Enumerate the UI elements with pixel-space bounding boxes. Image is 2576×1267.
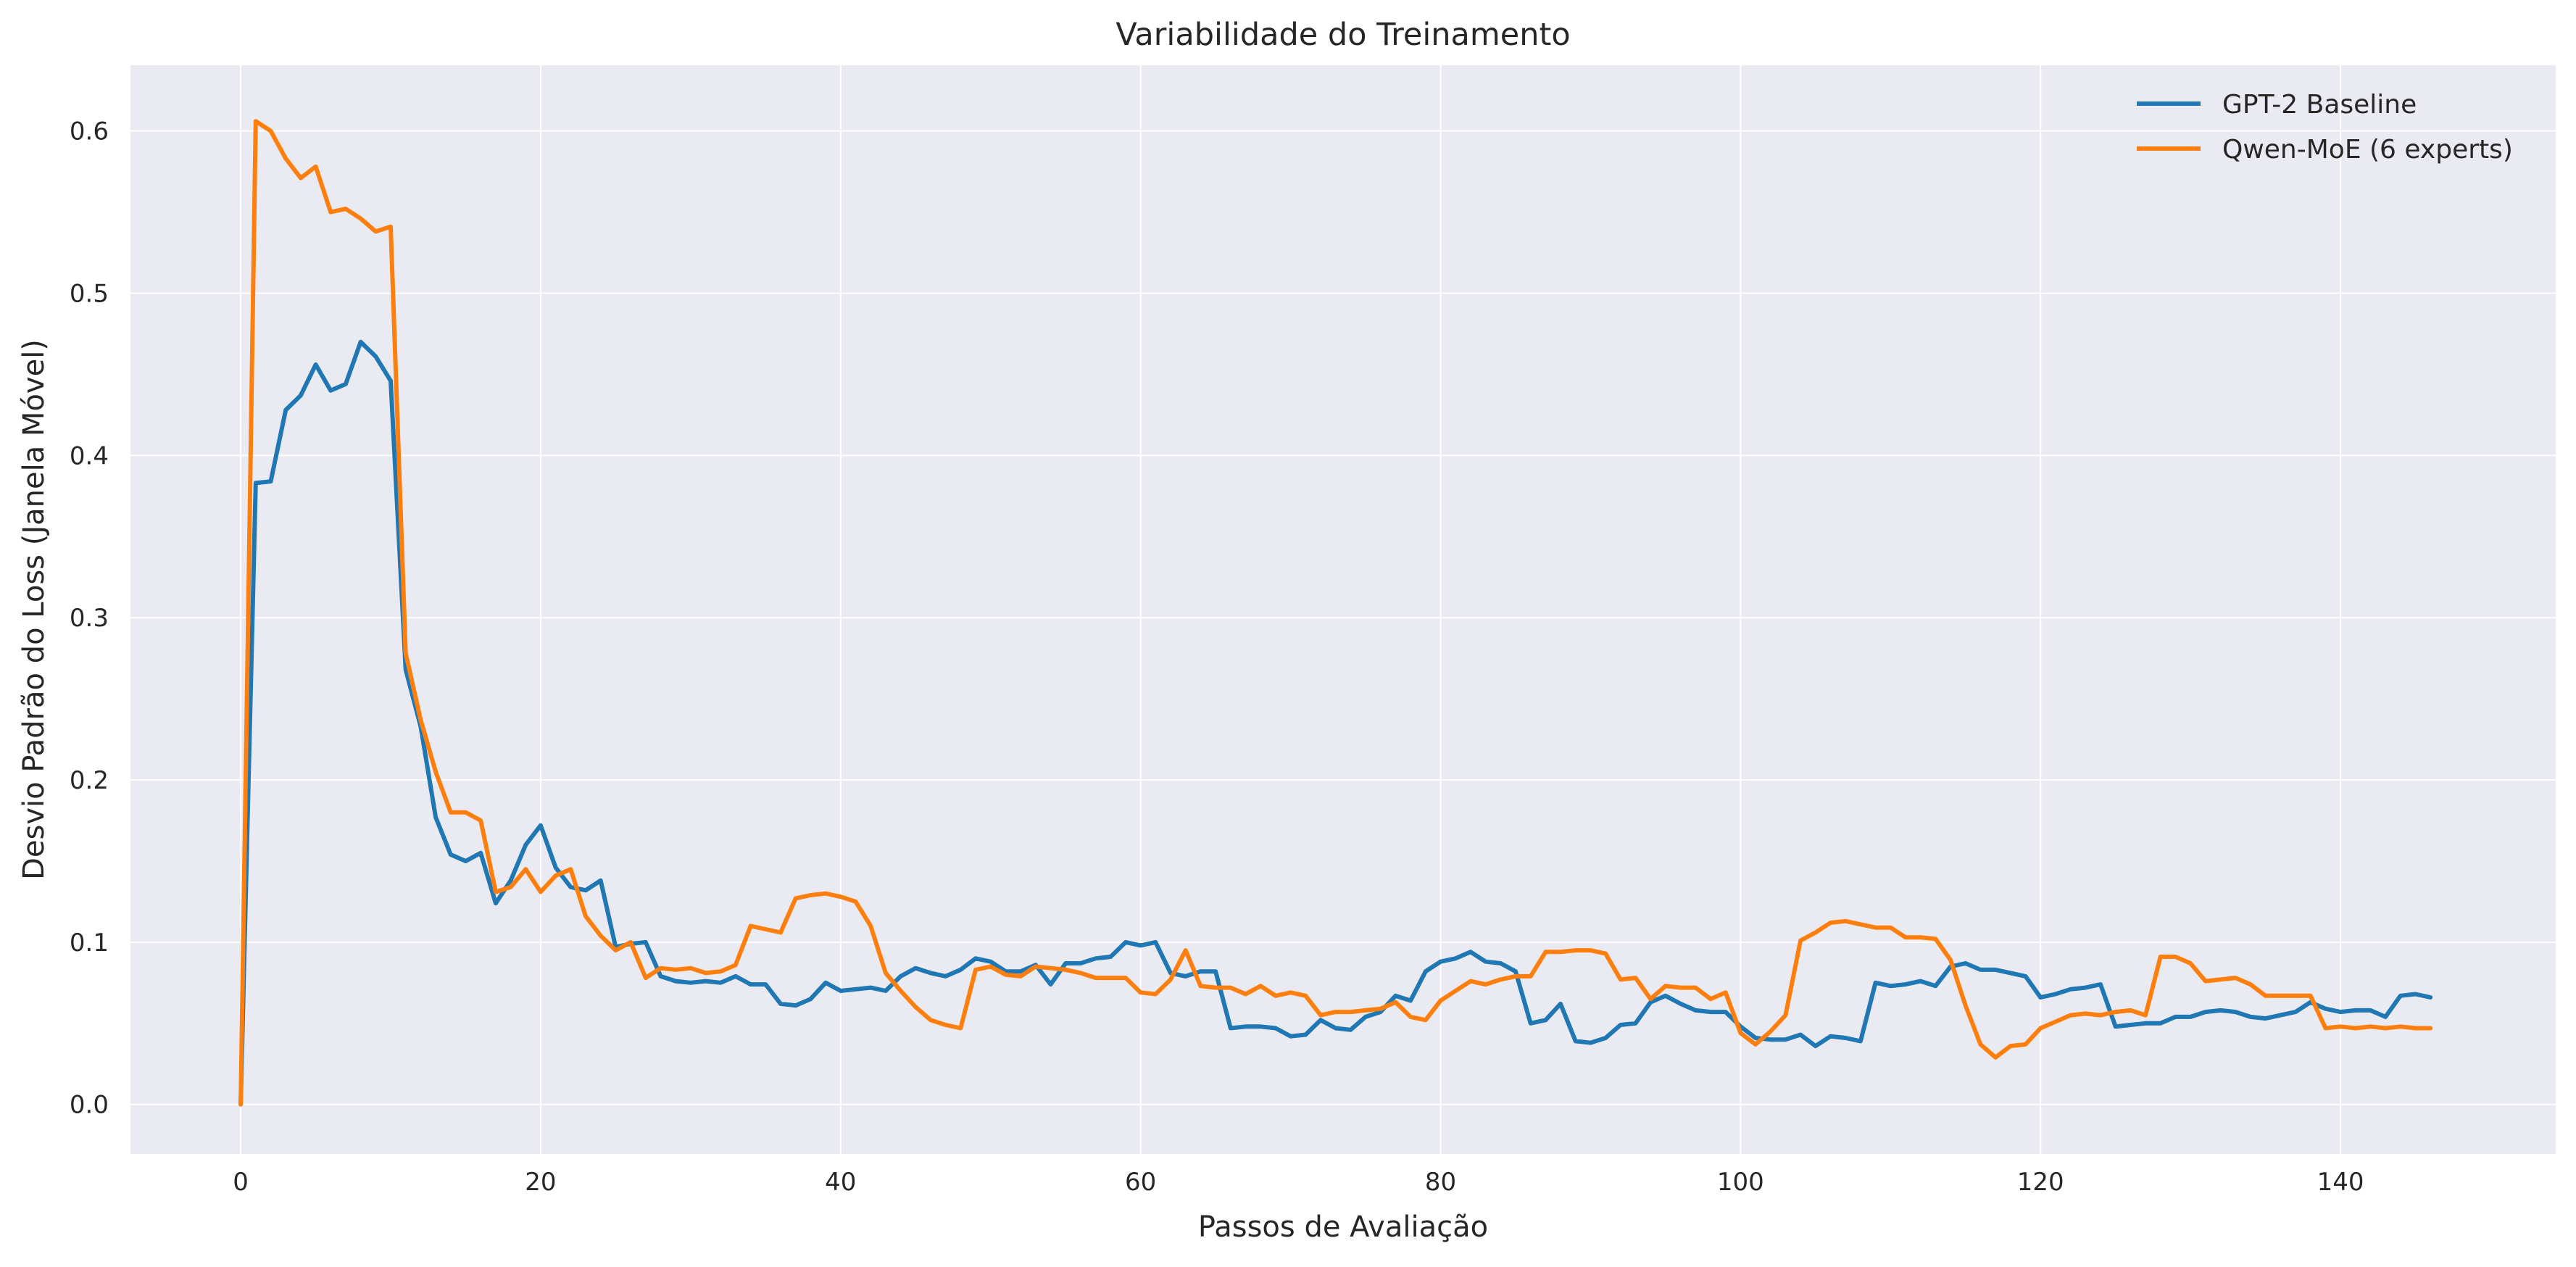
y-tick-label: 0.4 [70,441,109,470]
y-tick-label: 0.3 [70,604,109,633]
y-tick-label: 0.0 [70,1091,109,1120]
legend-label: Qwen-MoE (6 experts) [2222,135,2513,165]
y-tick-label: 0.1 [70,929,109,957]
x-tick-label: 80 [1425,1168,1456,1197]
legend-label: GPT-2 Baseline [2222,90,2417,120]
chart-title: Variabilidade do Treinamento [1115,17,1570,53]
x-tick-label: 20 [525,1168,556,1197]
x-tick-label: 0 [233,1168,249,1197]
series-line-0 [238,339,2433,1107]
y-tick-label: 0.2 [70,766,109,795]
series-line-1 [238,119,2433,1107]
x-tick-label: 120 [2017,1168,2064,1197]
x-tick-label: 140 [2317,1168,2364,1197]
x-tick-label: 60 [1125,1168,1156,1197]
series-lines [238,119,2433,1107]
y-tick-label: 0.5 [70,280,109,309]
legend: GPT-2 Baseline Qwen-MoE (6 experts) [2137,90,2513,165]
tick-labels: 0 20 40 60 80 100 120 140 0.0 0.1 0.2 0.3 0.4 0.5 0.6 [70,117,2364,1197]
y-axis-title: Desvio Padrão do Loss (Janela Móvel) [17,339,51,880]
x-axis-title: Passos de Avaliação [1198,1210,1488,1244]
grid [130,65,2556,1154]
y-tick-label: 0.6 [70,117,109,146]
x-tick-label: 100 [1717,1168,1764,1197]
plot-area [130,65,2556,1154]
x-tick-label: 40 [825,1168,856,1197]
